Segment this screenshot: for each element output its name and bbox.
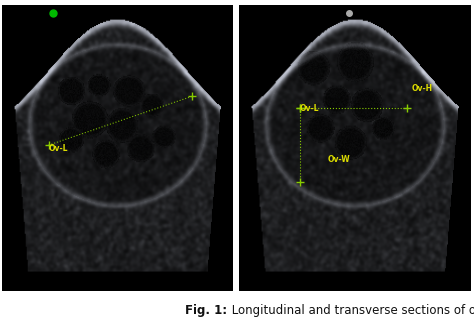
Text: Longitudinal and transverse sections of ovary: Longitudinal and transverse sections of … (228, 304, 474, 317)
Text: Ov-H: Ov-H (411, 84, 432, 93)
Text: Fig. 1:: Fig. 1: (185, 304, 228, 317)
Text: Ov-L: Ov-L (300, 104, 319, 113)
Text: Ov-W: Ov-W (328, 155, 350, 164)
Text: Ov-L: Ov-L (48, 144, 68, 153)
